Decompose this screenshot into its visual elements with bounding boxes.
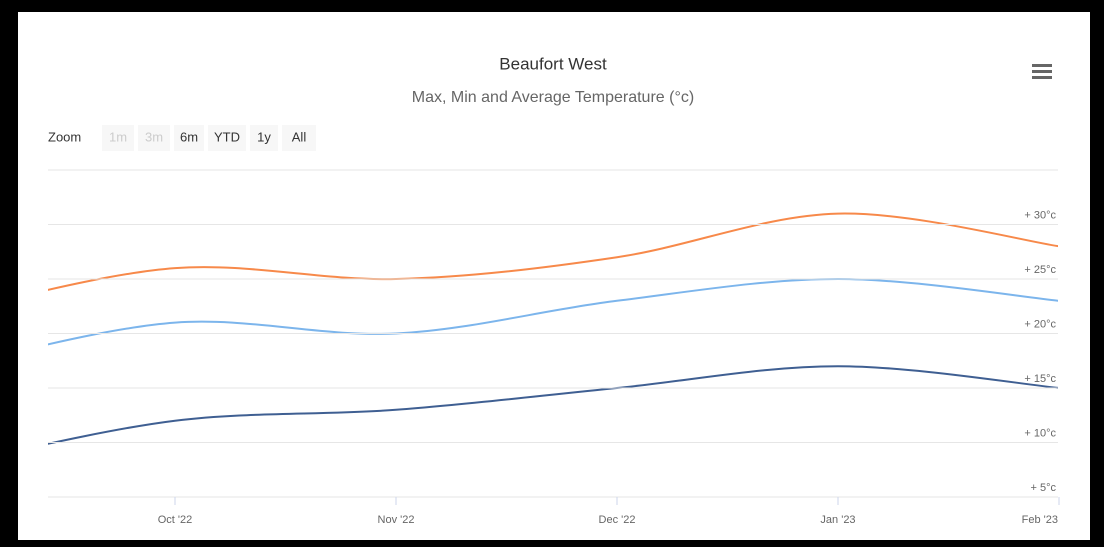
zoom-button-label: 3m [145,129,163,144]
zoom-button: 3m [138,125,170,151]
zoom-button[interactable]: All [282,125,316,151]
x-tick-label: Feb '23 [1022,514,1058,526]
zoom-button-bg [174,125,204,151]
series-line [48,212,1058,291]
y-tick-label: + 15°c [1024,373,1056,385]
zoom-button-bg [282,125,316,151]
zoom-button: 1m [102,125,134,151]
zoom-button-bg [102,125,134,151]
zoom-button[interactable]: YTD [208,125,246,151]
zoom-button-bg [208,125,246,151]
menu-button[interactable] [1032,64,1052,79]
zoom-button-label: All [292,129,307,144]
y-tick-label: + 20°c [1024,318,1056,330]
zoom-label: Zoom [48,129,81,144]
y-tick-label: + 10°c [1024,427,1056,439]
x-tick-label: Oct '22 [158,514,193,526]
series-line [48,277,1058,346]
chart-background [18,12,1090,540]
zoom-button-bg [250,125,278,151]
series-line [48,365,1058,445]
zoom-button-label: 1m [109,129,127,144]
zoom-button-label: 1y [257,129,271,144]
plot [48,212,1058,445]
chart-subtitle: Max, Min and Average Temperature (°c) [412,89,694,106]
menu-bar [1032,64,1052,67]
menu-bar [1032,70,1052,73]
zoom-button-bg [138,125,170,151]
zoom-button[interactable]: 1y [250,125,278,151]
x-tick-label: Dec '22 [599,514,636,526]
x-tick-label: Nov '22 [378,514,415,526]
zoom-button-label: 6m [180,129,198,144]
x-tick-label: Jan '23 [820,514,855,526]
chart-title: Beaufort West [499,54,607,73]
menu-bar [1032,76,1052,79]
zoom-button[interactable]: 6m [174,125,204,151]
y-tick-label: + 5°c [1031,482,1057,494]
y-tick-label: + 30°c [1024,209,1056,221]
y-tick-label: + 25°c [1024,264,1056,276]
zoom-button-label: YTD [214,129,240,144]
